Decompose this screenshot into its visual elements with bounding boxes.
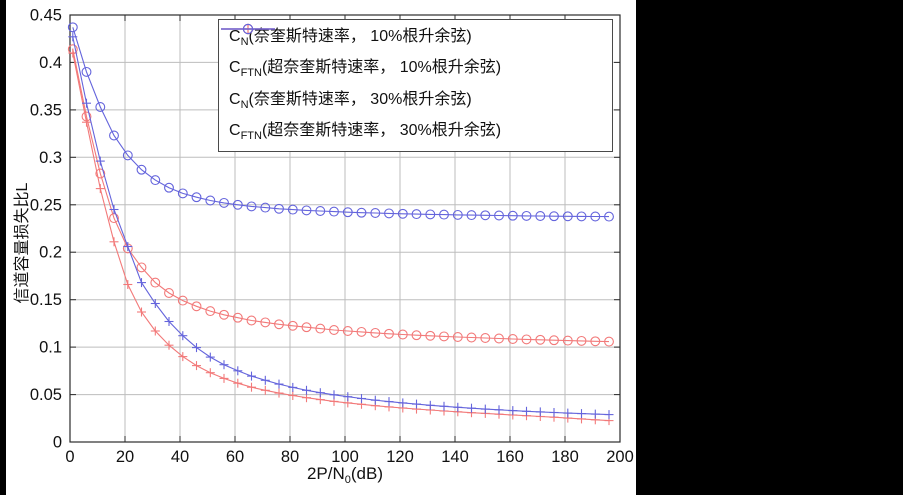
x-tick-label: 120 <box>386 448 414 466</box>
x-tick-label: 140 <box>441 448 469 466</box>
series-cn-30rrc <box>67 22 614 222</box>
legend: CN(奈奎斯特速率， 10%根升余弦) CFTN(超奈奎斯特速率， 10%根升余弦… <box>218 19 613 152</box>
y-tick-label: 0.45 <box>30 7 62 25</box>
legend-item-cftn-10rrc: CFTN(超奈奎斯特速率， 10%根升余弦) <box>219 24 612 80</box>
y-tick-label: 0.4 <box>39 54 62 72</box>
y-tick-label: 0.3 <box>39 149 62 167</box>
x-tick-label: 180 <box>551 448 579 466</box>
x-axis-label-sub: 0 <box>344 474 351 486</box>
x-tick-label: 80 <box>281 448 299 466</box>
x-axis-label: 2P/N0(dB) <box>307 464 383 486</box>
y-tick-label: 0.15 <box>30 291 62 309</box>
x-axis-label-prefix: 2P/N <box>306 464 345 483</box>
y-axis-label: 信道容量损失比L <box>14 182 31 304</box>
y-tick-label: 0.2 <box>39 244 62 262</box>
legend-label-cn-30rrc: CN(奈奎斯特速率， 30%根升余弦) <box>229 90 472 111</box>
x-tick-label: 100 <box>331 448 359 466</box>
legend-label-cftn-10rrc: CFTN(超奈奎斯特速率， 10%根升余弦) <box>229 59 502 80</box>
legend-sample-cftn-30rrc <box>221 28 275 30</box>
y-tick-label: 0.1 <box>39 339 62 357</box>
legend-item-cftn-30rrc: CFTN(超奈奎斯特速率， 30%根升余弦) <box>219 28 612 142</box>
y-tick-label: 0.25 <box>30 196 62 214</box>
x-tick-label: 20 <box>116 448 134 466</box>
legend-label-cn-10rrc: CN(奈奎斯特速率， 10%根升余弦) <box>229 28 472 49</box>
x-axis-label-suffix: (dB) <box>350 464 384 483</box>
x-tick-label: 40 <box>171 448 189 466</box>
x-tick-label: 60 <box>226 448 244 466</box>
y-tick-label: 0.05 <box>30 386 62 404</box>
legend-item-cn-10rrc: CN(奈奎斯特速率， 10%根升余弦) <box>219 23 612 49</box>
legend-item-cn-30rrc: CN(奈奎斯特速率， 30%根升余弦) <box>219 23 612 111</box>
legend-label-cftn-30rrc: CFTN(超奈奎斯特速率， 30%根升余弦) <box>229 121 502 142</box>
figure-area: 0 20 40 60 80 100 120 140 160 180 200 0 0.05 0.1 0.15 0… <box>6 0 636 495</box>
series-cftn-30rrc <box>68 32 614 420</box>
y-tick-label: 0.35 <box>30 101 62 119</box>
series-cftn-10rrc <box>68 48 614 426</box>
x-tick-label: 200 <box>606 448 634 466</box>
series-cn-10rrc <box>67 44 614 347</box>
x-tick-label: 0 <box>65 448 74 466</box>
x-tick-label: 160 <box>496 448 524 466</box>
y-tick-label: 0 <box>53 434 62 452</box>
